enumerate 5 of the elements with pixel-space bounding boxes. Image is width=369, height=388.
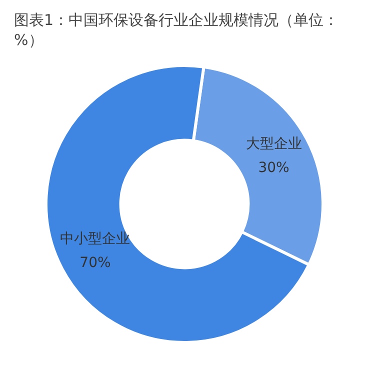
data-label: 30% (258, 160, 290, 176)
slice-label: 大型企业 (246, 136, 302, 152)
slice-label: 中小型企业 (60, 231, 130, 248)
chart-title: 图表1：中国环保设备行业企业规模情况（单位：%） (13, 10, 340, 51)
data-label: 70% (80, 255, 111, 272)
